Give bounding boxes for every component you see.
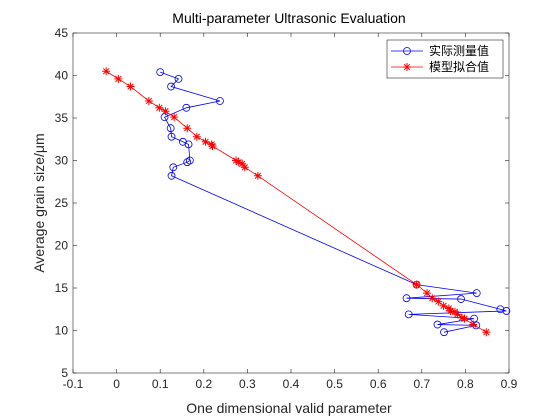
y-axis-label: Average grain size/μm (31, 133, 47, 272)
x-tick-label: 0.5 (326, 377, 343, 391)
x-tick-label: 0.1 (152, 377, 169, 391)
y-tick-label: 5 (61, 366, 68, 380)
series-1 (156, 68, 511, 337)
x-tick-label: 0.6 (370, 377, 387, 391)
data-point (428, 294, 437, 303)
data-point (470, 314, 479, 323)
legend-item: 模型拟合值 (391, 59, 489, 74)
legend-item: 实际测量值 (391, 43, 489, 58)
data-point (102, 67, 111, 76)
data-point (155, 103, 164, 112)
data-point (167, 171, 176, 180)
data-point (126, 82, 135, 91)
data-point (170, 113, 179, 122)
data-point (208, 142, 217, 151)
data-point (453, 310, 462, 319)
y-tick-label: 25 (55, 196, 69, 210)
x-tick-label: 0.2 (195, 377, 212, 391)
data-point (434, 297, 443, 306)
data-point (446, 306, 455, 315)
y-tick-label: 10 (55, 324, 69, 338)
data-point (232, 156, 241, 165)
x-tick-label: 0.8 (457, 377, 474, 391)
x-tick-label: 0 (113, 377, 120, 391)
legend-box (386, 39, 504, 79)
data-point (185, 156, 194, 165)
data-point (156, 68, 165, 76)
data-point (472, 289, 481, 298)
data-point (469, 320, 478, 329)
series-line (160, 71, 507, 333)
x-tick-label: 0.7 (413, 377, 430, 391)
data-point (433, 320, 442, 329)
data-point (161, 107, 170, 116)
y-axis: 5 10 15 20 25 30 35 40 45 (55, 26, 509, 380)
y-tick-label: 20 (55, 239, 69, 253)
data-point (439, 301, 448, 310)
plot-area (72, 32, 510, 374)
y-tick-label: 40 (55, 69, 69, 83)
x-tick-label: 0.3 (239, 377, 256, 391)
data-point (201, 137, 210, 146)
y-tick-label: 35 (55, 111, 69, 125)
x-axis-label: One dimensional valid parameter (186, 400, 392, 416)
x-tick-label: -0.1 (63, 377, 84, 391)
data-point (423, 289, 432, 298)
data-point (234, 158, 243, 167)
data-point (183, 124, 192, 133)
x-tick-label: 0.9 (501, 377, 518, 391)
data-point (114, 74, 123, 83)
data-point (182, 103, 191, 112)
data-point (482, 328, 491, 337)
data-point (183, 158, 192, 167)
data-point (166, 124, 175, 133)
series-2 (102, 67, 491, 337)
y-tick-label: 30 (55, 154, 69, 168)
data-point (167, 82, 176, 91)
y-tick-label: 45 (55, 26, 69, 40)
data-point (253, 171, 262, 180)
data-point (160, 113, 169, 122)
data-point (412, 280, 421, 289)
data-point (460, 314, 469, 323)
data-point (238, 159, 247, 168)
legend-marker (403, 47, 411, 55)
data-point (502, 307, 511, 315)
data-point (496, 305, 505, 314)
data-point (169, 163, 178, 172)
data-point (144, 97, 153, 105)
data-point (402, 294, 411, 303)
x-tick-label: 0.4 (283, 377, 300, 391)
data-point (240, 163, 249, 172)
legend-label: 模型拟合值 (429, 59, 489, 74)
data-point (184, 140, 193, 149)
data-point (457, 313, 466, 322)
data-point (174, 75, 183, 83)
data-point (207, 140, 216, 149)
data-point (444, 304, 453, 313)
data-point (457, 295, 465, 303)
legend-marker (403, 63, 411, 71)
y-tick-label: 15 (55, 281, 69, 295)
data-point (216, 97, 224, 105)
x-axis: -0.1 0 0.1 0.2 0.3 0.4 0.5 0.6 0.7 0.8 0.9 (63, 33, 518, 391)
data-point (192, 132, 201, 141)
plot-frame (72, 32, 510, 374)
data-point (167, 132, 176, 141)
data-point (440, 328, 448, 337)
series-layer (102, 67, 511, 337)
legend-label: 实际测量值 (429, 43, 489, 58)
data-point (404, 310, 413, 319)
chart-title: Multi-parameter Ultrasonic Evaluation (172, 10, 405, 26)
